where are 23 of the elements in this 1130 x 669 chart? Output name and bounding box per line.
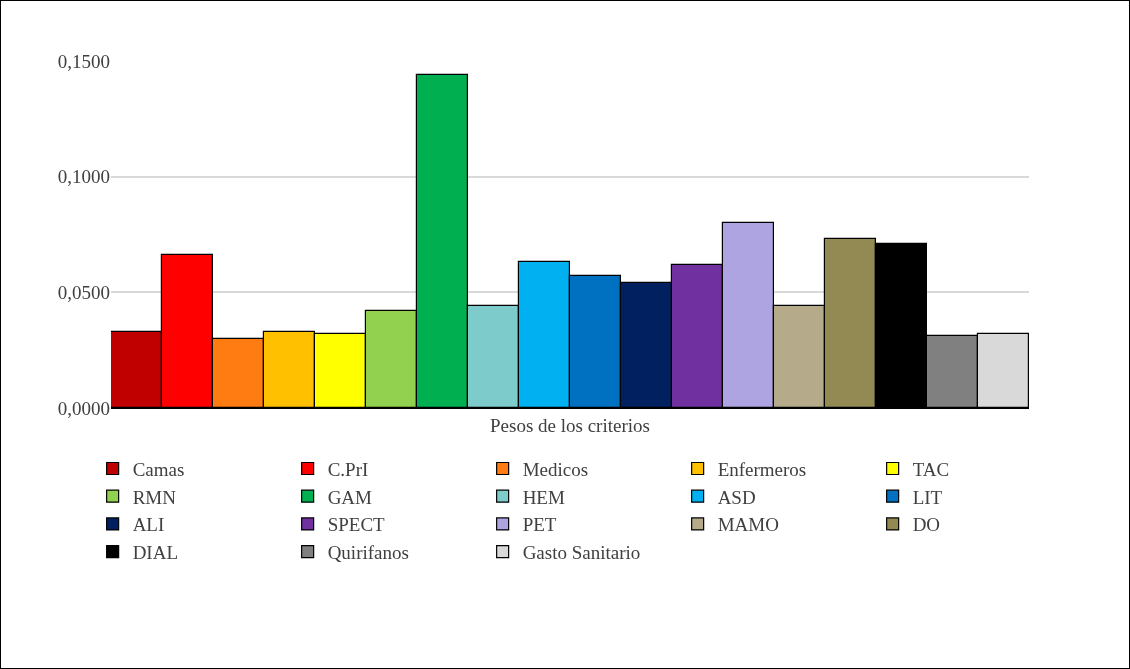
legend-label: GAM: [327, 486, 373, 508]
legend-label: Enfermeros: [717, 458, 807, 480]
legend-label: ASD: [717, 486, 756, 508]
y-tick-label: 0,0000: [57, 397, 110, 419]
legend-label: HEM: [522, 486, 565, 508]
legend-label: C.PrI: [327, 458, 369, 480]
y-tick-label: 0,0500: [57, 281, 110, 303]
legend-label: RMN: [132, 486, 177, 508]
legend-label: Medicos: [522, 458, 589, 480]
legend-label: Camas: [132, 458, 185, 480]
legend-label: PET: [522, 514, 557, 536]
legend-label: SPECT: [327, 514, 386, 536]
legend-label: TAC: [912, 458, 950, 480]
legend-label: ALI: [132, 514, 165, 536]
x-tick-label: Pesos de los criterios: [490, 414, 650, 436]
legend-label: DO: [912, 514, 941, 536]
legend-label: DIAL: [132, 542, 179, 563]
legend-label: LIT: [912, 486, 943, 508]
legend-label: MAMO: [717, 514, 779, 536]
y-tick-label: 0,1500: [57, 50, 110, 72]
legend-label: Quirifanos: [327, 542, 409, 563]
y-tick-label: 0,1000: [57, 166, 110, 188]
legend-label: Gasto Sanitario: [522, 542, 641, 563]
